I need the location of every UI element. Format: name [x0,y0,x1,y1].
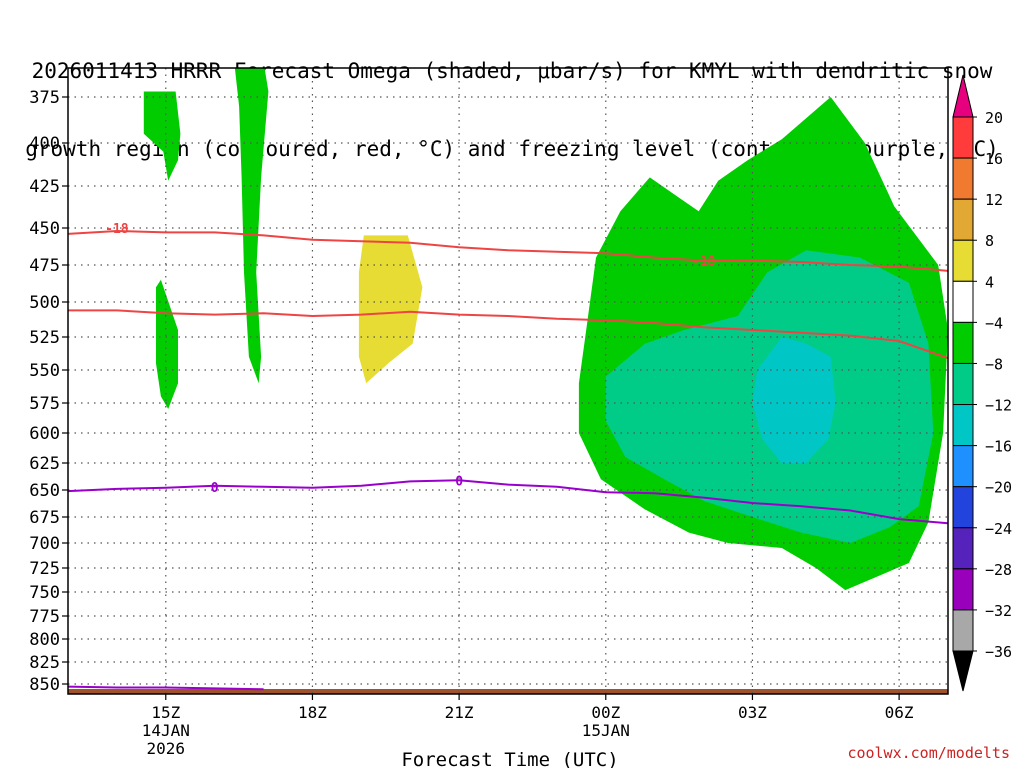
x-tick-label: 06Z [885,703,914,722]
colorbar-swatch [952,486,974,529]
contour-dendritic-lower [68,309,948,360]
omega-region-6 [752,337,836,463]
omega-region-3 [358,235,423,384]
x-tick-label: 14JAN [142,721,190,740]
y-tick-label: 500 [29,293,60,313]
colorbar-swatch [952,609,974,652]
colorbar-swatch [952,568,974,611]
colorbar-label: 16 [985,150,1003,168]
contour-label: 0 [211,481,219,496]
colorbar-bottom-arrow [952,650,974,692]
y-tick-label: 600 [29,424,60,444]
colorbar-label: −24 [985,520,1012,538]
x-tick-label: 18Z [298,703,327,722]
x-axis-label: Forecast Time (UTC) [401,749,618,768]
contour-label: -18 [105,222,129,237]
y-tick-label: 425 [29,177,60,197]
colorbar-swatch [952,198,974,241]
contours: -18 0 -18 0 [68,222,948,691]
colorbar-label: −32 [985,602,1012,620]
y-tick-label: 800 [29,630,60,650]
y-tick-label: 450 [29,219,60,239]
axes: 375 400 425 450 475 500 525 550 575 600 625 650 675 7… [29,67,949,758]
contour-dendritic-upper [68,229,948,272]
colorbar-swatch [952,157,974,200]
y-tick-label: 550 [29,361,60,381]
x-tick-label: 21Z [445,703,474,722]
omega-region-0 [143,91,181,181]
colorbar-label: −28 [985,561,1012,579]
y-tick-label: 825 [29,653,60,673]
colorbar-swatch [952,362,974,406]
colorbar-label: −16 [985,438,1012,456]
y-tick-label: 475 [29,256,60,276]
y-tick-label: 750 [29,583,60,603]
grid [68,68,948,694]
omega-region-1 [156,279,178,409]
x-tick-label: 00Z [591,703,620,722]
colorbar-swatch [952,445,974,488]
omega-region-2 [234,68,269,384]
colorbar-swatch [952,404,974,447]
colorbar-label: −8 [985,355,1003,373]
ground-strip [68,689,948,694]
colorbar-swatch [952,280,974,323]
y-tick-label: 400 [29,134,60,154]
colorbar-label: −12 [985,397,1012,415]
x-tick-label: 03Z [738,703,767,722]
colorbar-label: 12 [985,191,1003,209]
contour-label: 0 [455,474,463,489]
x-tick-label: 15JAN [582,721,630,740]
y-tick-label: 850 [29,675,60,695]
omega-shading [68,68,948,694]
y-tick-label: 525 [29,328,60,348]
y-tick-label: 375 [29,88,60,108]
colorbar-top-arrow [952,74,974,118]
y-tick-label: 700 [29,534,60,554]
y-tick-label: 625 [29,454,60,474]
y-tick-label: 675 [29,508,60,528]
credit-text: coolwx.com/modelts [847,744,1010,762]
colorbar-label: −36 [985,643,1012,661]
colorbar-swatch [952,321,974,364]
title-line-1: 2026011413 HRRR Forecast Omega (shaded, … [31,59,993,83]
x-tick-label: 15Z [151,703,180,722]
contour-freezing-level [68,479,948,525]
colorbar: 20 16 12 8 4 −4 −8 −12 −16 −20 −24 −28 −32 −36 [952,74,1012,692]
colorbar-label: 4 [985,273,994,291]
plot-frame [67,67,949,695]
x-tick-label: 2026 [147,739,186,758]
colorbar-swatch [952,116,974,159]
colorbar-swatch [952,239,974,282]
y-tick-label: 575 [29,394,60,414]
contour-label: -18 [692,255,716,270]
y-tick-label: 650 [29,481,60,501]
y-tick-label: 725 [29,559,60,579]
colorbar-label: 20 [985,109,1003,127]
colorbar-label: −20 [985,479,1012,497]
colorbar-label: −4 [985,314,1003,332]
contour-freezing-level-surface [68,685,264,691]
y-tick-label: 775 [29,607,60,627]
colorbar-label: 8 [985,232,994,250]
colorbar-swatch [952,527,974,570]
